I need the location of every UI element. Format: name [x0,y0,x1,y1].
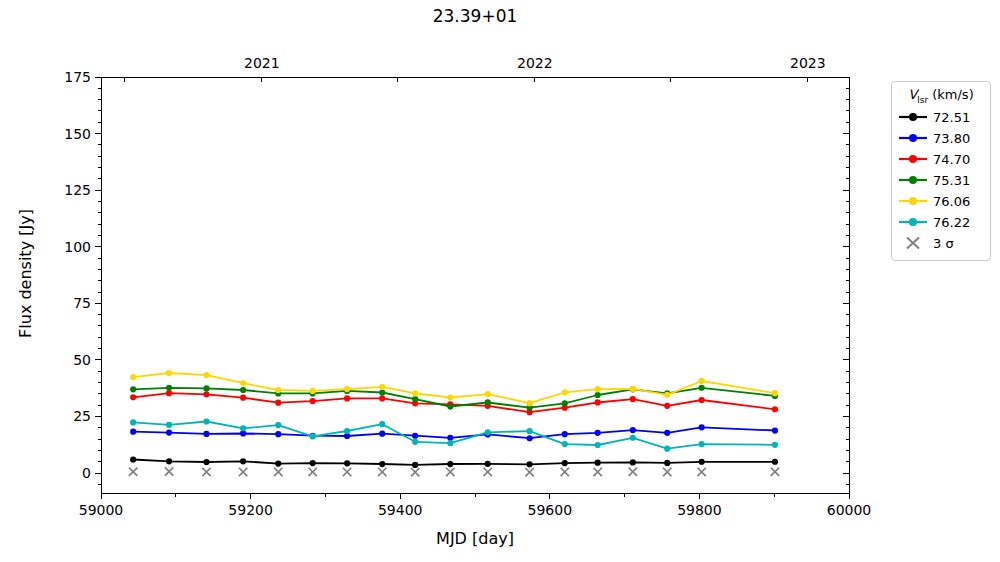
legend-entry: 3 σ [898,233,984,254]
top-tick-label: 2021 [244,55,280,71]
x-tick-label: 59400 [378,502,423,518]
series-76.22 [130,418,778,451]
series-74.70 [130,390,778,415]
legend-entry: 73.80 [898,128,984,149]
legend-entry: 76.22 [898,212,984,233]
series-72.51 [130,456,778,468]
legend-entry-label: 74.70 [933,152,970,167]
x-tick-label: 59000 [79,502,124,518]
figure: 0 25 50 75 100 125 150 175 59000 59200 59400 59600 5… [0,0,1000,562]
series-76.06 [130,370,778,406]
legend-entry-label: 76.06 [933,194,970,209]
plot-title: 23.39+01 [101,6,849,26]
top-tick-label: 2022 [517,55,553,71]
y-tick-label: 100 [64,239,91,255]
series-line-dot-icon [898,173,928,187]
series-73.80 [130,424,778,441]
x-tick-label: 59200 [228,502,273,518]
legend-title-sub: lsr [917,95,928,105]
sigma-x-icon [898,236,928,250]
series-line-dot-icon [898,152,928,166]
series-line-dot-icon [898,131,928,145]
y-tick-label: 125 [64,182,91,198]
legend-entry-label: 73.80 [933,131,970,146]
legend-entry-label: 3 σ [933,236,954,251]
legend: Vlsr (km/s) 72.51 73.80 74.70 75.31 76.06 76.… [891,81,991,261]
legend-entry: 72.51 [898,107,984,128]
series-line-dot-icon [898,110,928,124]
legend-title: Vlsr (km/s) [898,87,984,105]
x-tick-label: 59800 [677,502,722,518]
legend-entries: 72.51 73.80 74.70 75.31 76.06 76.22 3 σ [898,107,984,254]
legend-entry-label: 75.31 [933,173,970,188]
legend-entry: 76.06 [898,191,984,212]
y-tick-label: 25 [73,408,91,424]
legend-entry: 75.31 [898,170,984,191]
x-axis-label: MJD [day] [101,529,849,548]
y-tick-label: 150 [64,126,91,142]
x-tick-label: 59600 [528,502,573,518]
legend-title-var: V [908,87,917,102]
x-tick-label: 60000 [827,502,872,518]
legend-entry: 74.70 [898,149,984,170]
sigma-markers [129,467,779,476]
legend-title-unit: (km/s) [928,87,974,102]
series-line-dot-icon [898,215,928,229]
y-tick-label: 50 [73,352,91,368]
y-tick-label: 75 [73,295,91,311]
legend-entry-label: 76.22 [933,215,970,230]
y-axis-label: Flux density [Jy] [16,74,35,474]
y-tick-label: 0 [82,465,91,481]
y-tick-label: 175 [64,69,91,85]
series-line-dot-icon [898,194,928,208]
legend-entry-label: 72.51 [933,110,970,125]
plot-area: 0 25 50 75 100 125 150 175 59000 59200 59400 59600 5… [0,0,1000,562]
top-tick-label: 2023 [790,55,826,71]
